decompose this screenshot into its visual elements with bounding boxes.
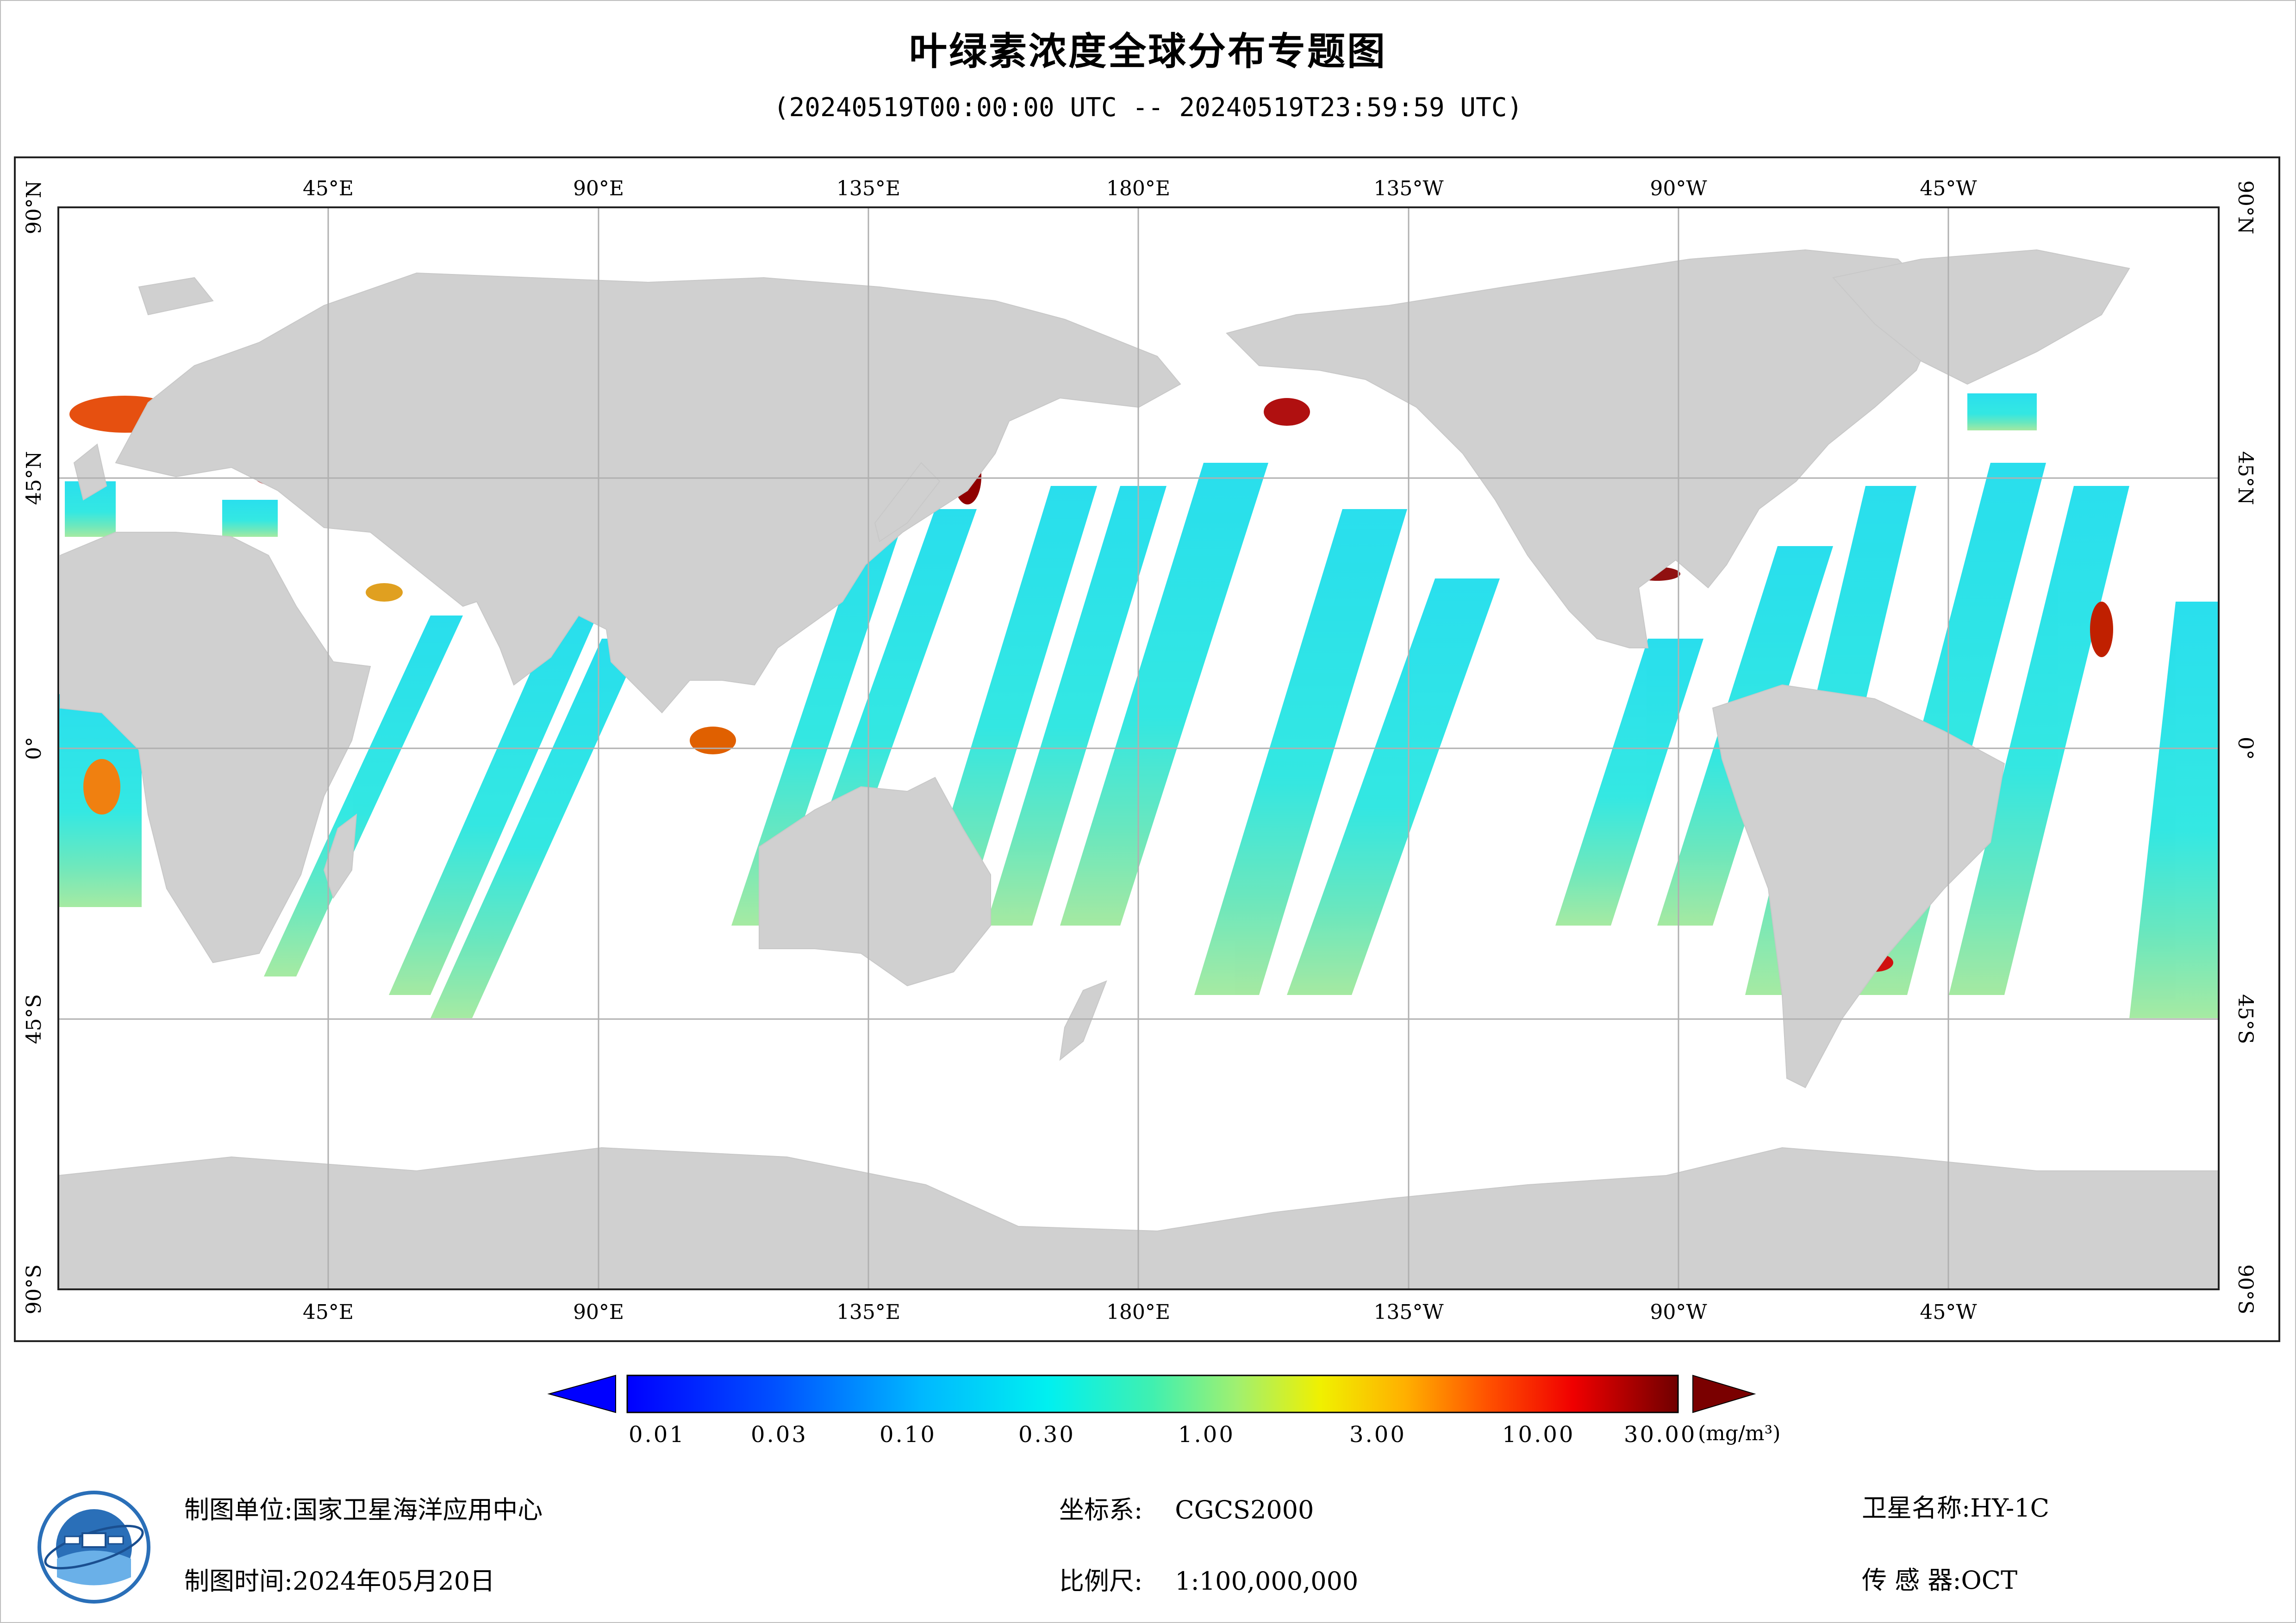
sensor-value: OCT — [1961, 1566, 2018, 1595]
lat-label: 0° — [2234, 737, 2257, 760]
colorbar-high-arrow — [1692, 1374, 1756, 1413]
graticule — [58, 207, 2219, 1289]
patch-persian-gulf — [366, 583, 403, 602]
iceland-island — [138, 277, 214, 316]
swath — [986, 486, 1167, 926]
uk-island — [73, 443, 107, 501]
coastal-data — [222, 500, 278, 537]
producer-label: 制图单位: — [184, 1495, 293, 1524]
swath — [389, 616, 597, 995]
colorbar-unit: (mg/m³) — [1698, 1422, 1781, 1445]
map-subtitle: (20240519T00:00:00 UTC -- 20240519T23:59… — [773, 93, 1523, 123]
swath — [2129, 602, 2219, 1018]
map-time-info: 制图时间:2024年05月20日 — [184, 1561, 495, 1597]
lon-label: 45°E — [303, 177, 354, 200]
sensor-info: 传 感 器:OCT — [1862, 1560, 2017, 1596]
colorbar-tick: 0.10 — [880, 1422, 936, 1448]
swath — [1555, 639, 1703, 926]
satellite-info: 卫星名称:HY-1C — [1862, 1487, 2049, 1524]
lon-label: 135°W — [1373, 1300, 1444, 1324]
lat-label: 90°N — [22, 180, 46, 235]
swath — [1949, 486, 2129, 995]
lat-label: 90°S — [22, 1264, 46, 1314]
lon-label: 45°W — [1920, 1300, 1977, 1324]
lon-label: 135°E — [836, 1300, 900, 1324]
colorbar-tick: 3.00 — [1349, 1422, 1406, 1448]
crs-info: 坐标系: CGCS2000 — [1059, 1489, 1314, 1526]
nsoas-logo-icon — [37, 1491, 150, 1604]
colorbar-tick: 30.00 — [1624, 1422, 1697, 1448]
map-title: 叶绿素浓度全球分布专题图 — [909, 30, 1387, 74]
satellite-label: 卫星名称: — [1862, 1493, 1971, 1523]
new-zealand-island — [1059, 980, 1107, 1061]
producer-value: 国家卫星海洋应用中心 — [293, 1495, 543, 1524]
patch-gulf-stream — [2090, 602, 2113, 657]
lon-label: 45°E — [303, 1300, 354, 1324]
lon-label: 90°E — [573, 177, 624, 200]
madagascar-island — [323, 813, 357, 899]
swath — [1194, 509, 1407, 995]
lon-label: 180°E — [1106, 177, 1170, 200]
greenland-landmass — [1832, 249, 2130, 385]
swath — [430, 639, 643, 1018]
map-time-label: 制图时间: — [184, 1567, 293, 1596]
colorbar-tick: 0.30 — [1018, 1422, 1075, 1448]
africa-landmass — [60, 532, 371, 964]
lat-label: 90°N — [2234, 180, 2257, 235]
colorbar-tick: 0.01 — [629, 1422, 686, 1448]
eurasia-landmass — [115, 272, 1181, 714]
lon-label: 180°E — [1106, 1300, 1170, 1324]
patch-indonesia — [690, 727, 736, 754]
lon-label: 135°W — [1373, 177, 1444, 200]
colorbar-tick: 0.03 — [751, 1422, 808, 1448]
map-frame — [14, 156, 2280, 1342]
coastal-data — [1967, 393, 2037, 430]
lon-label: 135°E — [836, 177, 900, 200]
scale-label: 比例尺: — [1059, 1567, 1143, 1596]
swath — [1287, 578, 1500, 995]
swath — [917, 486, 1097, 926]
swath — [264, 616, 463, 976]
patch-bering — [1264, 398, 1310, 426]
satellite-value: HY-1C — [1970, 1493, 2049, 1523]
lat-labels-left: 90°N 45°N 0° 45°S 90°S — [22, 180, 46, 1314]
producer-info: 制图单位:国家卫星海洋应用中心 — [184, 1489, 543, 1526]
lon-label: 90°W — [1650, 177, 1707, 200]
swath — [1060, 463, 1268, 926]
south-america-landmass — [1712, 684, 2005, 1088]
lon-label: 45°W — [1920, 177, 1977, 200]
colorbar-low-arrow — [547, 1374, 616, 1413]
lat-labels-right: 90°N 45°N 0° 45°S 90°S — [2234, 180, 2257, 1314]
scale-value: 1:100,000,000 — [1175, 1567, 1359, 1596]
map-inner-border — [57, 206, 2220, 1290]
map-time-value: 2024年05月20日 — [293, 1567, 495, 1596]
lat-label: 90°S — [2234, 1264, 2257, 1314]
crs-label: 坐标系: — [1059, 1495, 1143, 1524]
lat-label: 0° — [22, 737, 46, 760]
sensor-label: 传 感 器: — [1862, 1566, 1961, 1595]
lon-labels-bottom: 45°E 90°E 135°E 180°E 135°W 90°W 45°W — [303, 1300, 1977, 1324]
colorbar-tick: 1.00 — [1178, 1422, 1235, 1448]
scale-info: 比例尺: 1:100,000,000 — [1059, 1561, 1358, 1597]
lat-label: 45°N — [22, 451, 46, 505]
swath — [731, 509, 907, 926]
lon-labels-top: 45°E 90°E 135°E 180°E 135°W 90°W 45°W — [303, 177, 1977, 200]
lon-label: 90°E — [573, 1300, 624, 1324]
lat-label: 45°S — [22, 994, 46, 1044]
lat-label: 45°N — [2234, 451, 2257, 505]
lon-label: 90°W — [1650, 1300, 1707, 1324]
colorbar-tick: 10.00 — [1502, 1422, 1575, 1448]
patch-benguela — [83, 759, 120, 815]
colorbar — [547, 1374, 1756, 1413]
colorbar-ramp — [626, 1374, 1679, 1413]
crs-value: CGCS2000 — [1175, 1495, 1314, 1524]
lat-label: 45°S — [2234, 994, 2257, 1044]
north-america-landmass — [1226, 249, 1945, 648]
